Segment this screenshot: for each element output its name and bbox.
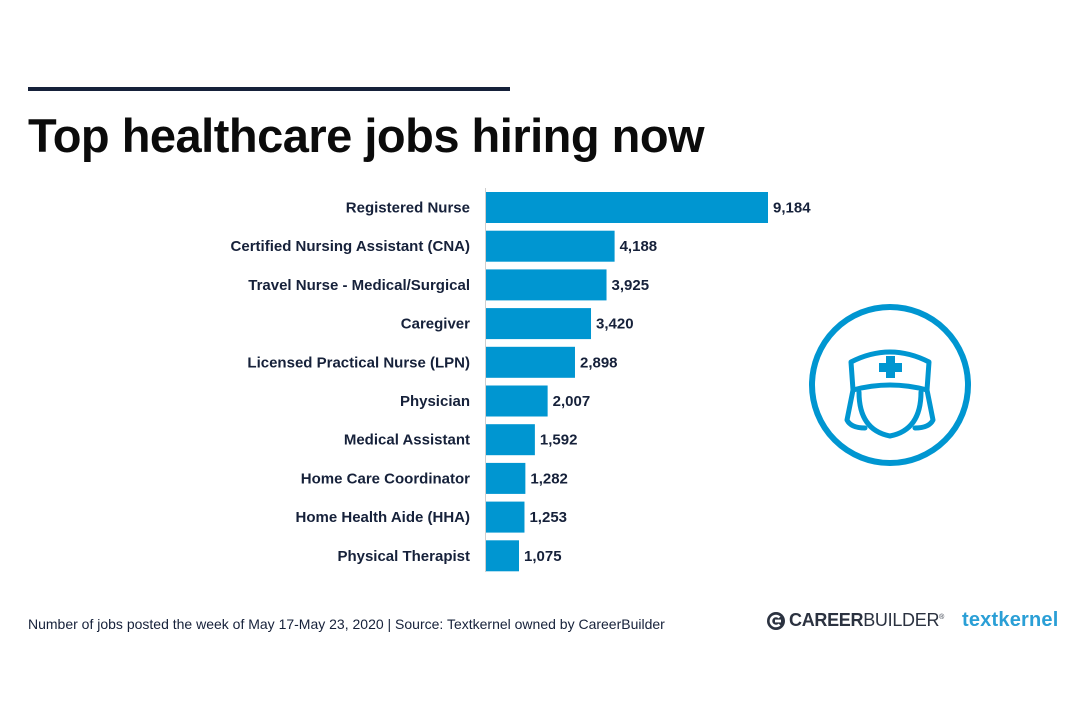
- category-label: Medical Assistant: [344, 432, 470, 449]
- value-label: 1,075: [524, 548, 562, 565]
- category-label: Caregiver: [401, 316, 470, 333]
- value-label: 9,184: [773, 200, 811, 217]
- bar: [486, 308, 592, 340]
- nurse-icon: [807, 302, 973, 473]
- bar: [486, 424, 535, 456]
- value-label: 1,592: [540, 432, 578, 449]
- category-label: Certified Nursing Assistant (CNA): [231, 238, 470, 255]
- category-label: Physician: [400, 393, 470, 410]
- category-label: Physical Therapist: [337, 548, 470, 565]
- bar: [486, 346, 575, 378]
- value-label: 1,282: [530, 470, 568, 487]
- bar: [486, 385, 548, 417]
- bar: [486, 462, 526, 494]
- careerbuilder-mark-icon: [767, 611, 785, 630]
- bar: [486, 501, 525, 533]
- bar: [486, 192, 768, 223]
- logos: CAREERBUILDER® textkernel: [766, 609, 1059, 632]
- source-note: Number of jobs posted the week of May 17…: [28, 616, 665, 632]
- title-rule: [28, 87, 510, 91]
- category-label: Travel Nurse - Medical/Surgical: [248, 277, 470, 294]
- value-label: 3,420: [596, 316, 634, 333]
- value-label: 1,253: [529, 509, 567, 526]
- bar: [486, 540, 520, 572]
- category-label: Home Care Coordinator: [301, 470, 470, 487]
- bars: Registered Nurse 9,184 Certified Nursing A…: [231, 192, 811, 572]
- bar: [486, 269, 607, 301]
- page-title: Top healthcare jobs hiring now: [28, 109, 705, 162]
- value-label: 3,925: [612, 277, 650, 294]
- bar-chart: Registered Nurse 9,184 Certified Nursing A…: [231, 188, 811, 572]
- category-label: Registered Nurse: [346, 200, 470, 217]
- category-label: Home Health Aide (HHA): [296, 509, 470, 526]
- category-label: Licensed Practical Nurse (LPN): [247, 354, 470, 371]
- careerbuilder-wordmark-light: BUILDER: [863, 610, 940, 630]
- textkernel-logo: textkernel: [962, 609, 1059, 631]
- bar: [486, 230, 615, 262]
- value-label: 2,007: [553, 393, 591, 410]
- careerbuilder-wordmark-bold: CAREER: [789, 610, 864, 630]
- value-label: 2,898: [580, 354, 618, 371]
- value-label: 4,188: [620, 238, 658, 255]
- careerbuilder-logo: CAREERBUILDER®: [766, 610, 944, 631]
- registered-mark: ®: [939, 614, 944, 621]
